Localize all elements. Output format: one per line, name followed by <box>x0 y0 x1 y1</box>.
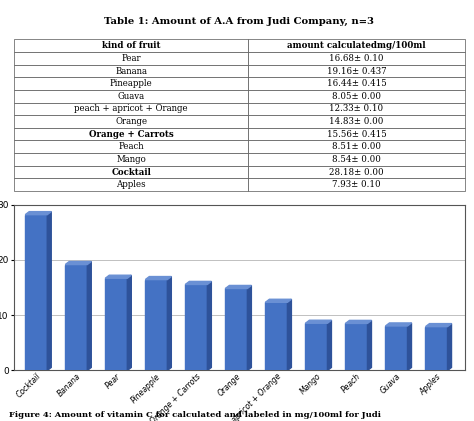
Polygon shape <box>247 285 251 370</box>
Bar <box>25 215 47 370</box>
Bar <box>305 323 328 370</box>
Bar <box>185 285 207 370</box>
Polygon shape <box>185 281 211 285</box>
Polygon shape <box>328 320 331 370</box>
Polygon shape <box>25 212 51 215</box>
Polygon shape <box>47 212 51 370</box>
Polygon shape <box>287 299 292 370</box>
Polygon shape <box>346 320 372 323</box>
Bar <box>225 288 247 370</box>
Polygon shape <box>207 281 211 370</box>
Polygon shape <box>225 285 251 288</box>
Polygon shape <box>128 275 131 370</box>
Polygon shape <box>146 277 171 280</box>
Bar <box>265 302 287 370</box>
Polygon shape <box>408 323 411 370</box>
Polygon shape <box>426 324 452 327</box>
Bar <box>105 278 128 370</box>
Bar <box>346 323 367 370</box>
Bar <box>146 280 167 370</box>
Text: Table 1: Amount of A.A from Judi Company, n=3: Table 1: Amount of A.A from Judi Company… <box>104 17 374 26</box>
Polygon shape <box>65 261 91 264</box>
Polygon shape <box>385 323 411 326</box>
Bar <box>385 326 408 370</box>
Polygon shape <box>105 275 131 278</box>
Polygon shape <box>167 277 171 370</box>
Polygon shape <box>447 324 452 370</box>
Bar <box>65 264 87 370</box>
Text: Figure 4: Amount of vitamin C for calculated and labeled in mg/100ml for Judi: Figure 4: Amount of vitamin C for calcul… <box>9 411 382 419</box>
Polygon shape <box>87 261 91 370</box>
Polygon shape <box>367 320 372 370</box>
Bar <box>426 327 447 370</box>
Polygon shape <box>265 299 292 302</box>
Polygon shape <box>305 320 331 323</box>
